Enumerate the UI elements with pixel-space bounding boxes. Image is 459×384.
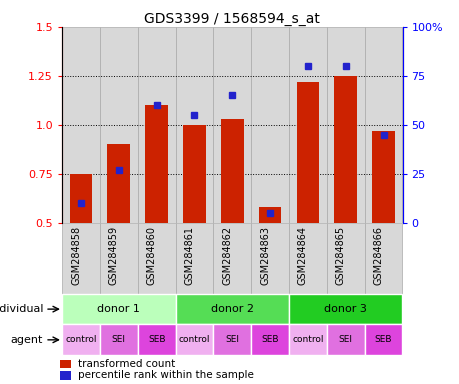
Bar [175, 294, 288, 324]
Text: SEI: SEI [225, 335, 239, 344]
Bar [175, 27, 213, 223]
Bar [288, 223, 326, 294]
Bar [69, 174, 92, 223]
Bar [137, 27, 175, 223]
Bar [100, 324, 137, 355]
Text: GSM284864: GSM284864 [297, 226, 307, 285]
Text: transformed count: transformed count [78, 359, 175, 369]
Text: GSM284865: GSM284865 [335, 226, 345, 285]
Bar [213, 27, 251, 223]
Text: control: control [65, 335, 96, 344]
Bar [100, 223, 137, 294]
Text: GSM284866: GSM284866 [373, 226, 383, 285]
Bar [364, 27, 402, 223]
Bar [288, 324, 326, 355]
Text: GSM284862: GSM284862 [222, 226, 232, 285]
Text: SEB: SEB [148, 335, 165, 344]
Text: donor 1: donor 1 [97, 304, 140, 314]
Bar [100, 27, 137, 223]
Text: SEB: SEB [374, 335, 392, 344]
Text: GSM284860: GSM284860 [146, 226, 157, 285]
Text: donor 2: donor 2 [210, 304, 253, 314]
Bar [175, 324, 213, 355]
Bar [288, 27, 326, 223]
Bar [258, 207, 281, 223]
Bar [60, 359, 71, 368]
Text: donor 3: donor 3 [324, 304, 366, 314]
Bar [326, 324, 364, 355]
Bar [213, 223, 251, 294]
Text: GSM284859: GSM284859 [109, 226, 118, 285]
Text: individual: individual [0, 304, 43, 314]
Bar [364, 223, 402, 294]
Bar [296, 82, 319, 223]
Bar [251, 27, 288, 223]
Text: agent: agent [11, 335, 43, 345]
Bar [107, 144, 130, 223]
Text: control: control [291, 335, 323, 344]
Text: SEB: SEB [261, 335, 278, 344]
Bar [183, 125, 205, 223]
Bar [137, 223, 175, 294]
Bar [62, 27, 100, 223]
Bar [62, 324, 100, 355]
Bar [364, 324, 402, 355]
Text: SEI: SEI [112, 335, 126, 344]
Bar [251, 223, 288, 294]
Bar [326, 223, 364, 294]
Bar [220, 119, 243, 223]
Text: SEI: SEI [338, 335, 352, 344]
Bar [62, 294, 175, 324]
Bar [288, 294, 402, 324]
Title: GDS3399 / 1568594_s_at: GDS3399 / 1568594_s_at [144, 12, 319, 26]
Bar [213, 324, 251, 355]
Bar [62, 223, 100, 294]
Bar [60, 371, 71, 380]
Bar [371, 131, 394, 223]
Bar [175, 223, 213, 294]
Bar [251, 324, 288, 355]
Bar [145, 105, 168, 223]
Bar [326, 27, 364, 223]
Text: GSM284863: GSM284863 [259, 226, 269, 285]
Bar [137, 324, 175, 355]
Text: percentile rank within the sample: percentile rank within the sample [78, 370, 253, 381]
Text: GSM284858: GSM284858 [71, 226, 81, 285]
Bar [334, 76, 356, 223]
Text: control: control [179, 335, 210, 344]
Text: GSM284861: GSM284861 [184, 226, 194, 285]
